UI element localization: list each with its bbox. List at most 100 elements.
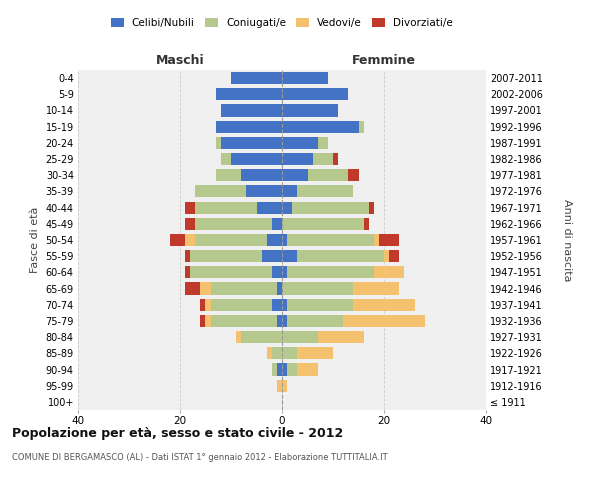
Bar [282,88,349,101]
Bar [282,364,287,376]
Bar [282,266,287,278]
Bar [292,202,369,213]
Y-axis label: Anni di nascita: Anni di nascita [562,198,572,281]
Bar [272,298,282,311]
Bar [318,331,364,343]
Bar [190,266,272,278]
Bar [343,315,425,327]
Bar [211,298,272,311]
Bar [282,153,313,165]
Bar [282,137,318,149]
Bar [211,315,277,327]
Bar [241,169,282,181]
Bar [231,153,282,165]
Bar [379,234,400,246]
Bar [216,88,282,101]
Bar [257,202,282,213]
Text: Popolazione per età, sesso e stato civile - 2012: Popolazione per età, sesso e stato civil… [12,428,343,440]
Bar [282,282,353,294]
Bar [308,169,349,181]
Bar [267,234,282,246]
Bar [374,266,404,278]
Bar [349,169,359,181]
Bar [272,218,282,230]
Bar [298,186,353,198]
Bar [170,234,185,246]
Bar [236,331,241,343]
Bar [287,298,353,311]
Bar [282,120,359,132]
Bar [318,137,328,149]
Bar [282,72,328,84]
Bar [277,380,282,392]
Bar [241,331,282,343]
Bar [282,250,298,262]
Bar [282,169,308,181]
Bar [282,348,298,360]
Bar [333,153,338,165]
Bar [272,364,277,376]
Bar [200,282,211,294]
Bar [185,218,196,230]
Bar [277,282,282,294]
Bar [272,348,282,360]
Bar [262,250,282,262]
Bar [185,202,196,213]
Bar [247,186,282,198]
Bar [353,282,400,294]
Bar [374,234,379,246]
Bar [287,266,374,278]
Bar [282,331,318,343]
Text: Femmine: Femmine [352,54,416,67]
Bar [282,186,298,198]
Bar [282,234,287,246]
Bar [221,104,282,117]
Bar [216,120,282,132]
Bar [200,315,206,327]
Bar [196,234,267,246]
Bar [282,202,292,213]
Bar [282,104,338,117]
Bar [353,298,415,311]
Bar [389,250,400,262]
Bar [221,137,282,149]
Bar [384,250,389,262]
Bar [282,298,287,311]
Bar [282,315,287,327]
Bar [206,298,211,311]
Bar [185,282,200,294]
Bar [211,282,277,294]
Bar [282,380,287,392]
Bar [359,120,364,132]
Bar [196,218,272,230]
Y-axis label: Fasce di età: Fasce di età [30,207,40,273]
Bar [185,266,190,278]
Bar [185,234,196,246]
Legend: Celibi/Nubili, Coniugati/e, Vedovi/e, Divorziati/e: Celibi/Nubili, Coniugati/e, Vedovi/e, Di… [111,18,453,28]
Bar [216,169,241,181]
Bar [287,315,343,327]
Bar [369,202,374,213]
Bar [221,153,231,165]
Bar [185,250,190,262]
Bar [277,364,282,376]
Bar [196,186,247,198]
Bar [216,137,221,149]
Bar [196,202,257,213]
Bar [272,266,282,278]
Bar [364,218,369,230]
Bar [206,315,211,327]
Bar [298,348,333,360]
Text: Maschi: Maschi [155,54,205,67]
Bar [190,250,262,262]
Bar [200,298,206,311]
Text: COMUNE DI BERGAMASCO (AL) - Dati ISTAT 1° gennaio 2012 - Elaborazione TUTTITALIA: COMUNE DI BERGAMASCO (AL) - Dati ISTAT 1… [12,452,388,462]
Bar [287,364,298,376]
Bar [277,315,282,327]
Bar [267,348,272,360]
Bar [313,153,333,165]
Bar [298,364,318,376]
Bar [287,234,374,246]
Bar [231,72,282,84]
Bar [282,218,364,230]
